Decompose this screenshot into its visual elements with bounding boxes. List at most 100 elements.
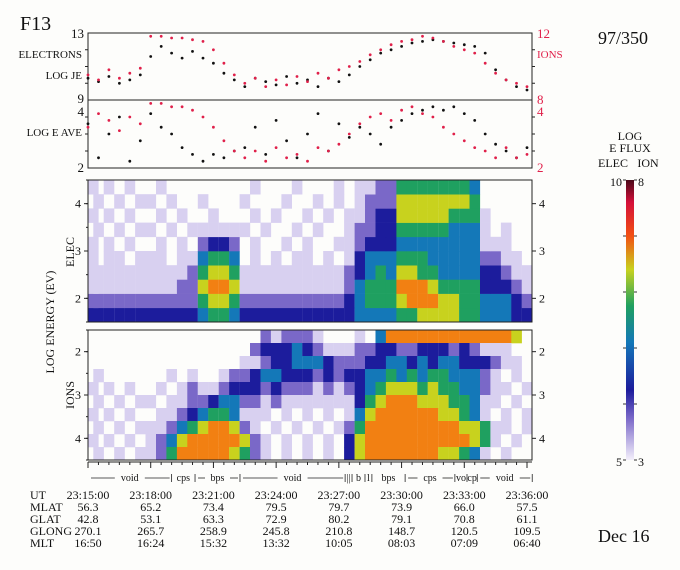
heatmap-cell <box>448 395 460 409</box>
heatmap-cell <box>375 293 387 309</box>
heatmap-cell <box>511 369 522 383</box>
eave-point-electrons <box>253 125 257 129</box>
heatmap-cell <box>281 369 292 383</box>
heatmap-cell <box>385 421 397 435</box>
eave-point-ions <box>379 112 383 115</box>
ephemeris-value: 23:18:00 <box>129 488 172 502</box>
heatmap-cell <box>156 293 167 309</box>
energy-axis-label: LOG ENERGY (EV) <box>43 271 57 374</box>
colorbar-ticks <box>623 179 637 461</box>
heatmap-cell <box>417 434 428 448</box>
heatmap-cell <box>406 293 418 309</box>
heatmap-cell <box>250 293 261 309</box>
heatmap-cell <box>396 307 407 323</box>
heatmap-cell <box>469 265 481 280</box>
je-point-electrons <box>107 75 111 78</box>
region-label: b <box>356 473 361 484</box>
heatmap-cell <box>448 208 460 223</box>
eave-point-electrons <box>159 125 163 129</box>
heatmap-cell <box>500 408 512 422</box>
heatmap-cell <box>197 307 209 323</box>
heatmap-cell <box>103 251 115 266</box>
heatmap-cell <box>333 382 345 396</box>
heatmap-cell <box>365 251 376 266</box>
heatmap-cell <box>500 356 512 370</box>
heatmap-cell <box>480 208 491 223</box>
heatmap-cell <box>176 408 188 422</box>
je-ytick-min: 9 <box>78 91 85 106</box>
heatmap-cell <box>406 236 418 252</box>
heatmap-cell <box>469 293 481 309</box>
heatmap-cell <box>344 369 355 383</box>
heatmap-cell <box>114 447 125 461</box>
ephemeris-value: 57.5 <box>517 500 538 514</box>
heatmap-cell <box>156 421 167 435</box>
je-point-electrons <box>212 61 215 65</box>
heatmap-cell <box>197 194 209 209</box>
heatmap-cell <box>521 293 533 309</box>
heatmap-cell <box>448 251 460 266</box>
heatmap-cell <box>239 447 251 461</box>
je-ion-ytick-min: 8 <box>537 92 544 107</box>
je-point-ions <box>86 73 90 77</box>
heatmap-cell <box>260 356 272 370</box>
je-point-electrons <box>118 81 121 85</box>
je-point-ions <box>473 51 477 55</box>
colorbar-elec-max: 10 <box>610 175 622 189</box>
heatmap-cell <box>281 307 292 323</box>
heatmap-cell <box>469 330 481 344</box>
je-point-ions <box>264 85 268 88</box>
heatmap-cell <box>459 251 470 266</box>
heatmap-cell <box>417 194 428 209</box>
heatmap-cell <box>365 194 376 209</box>
heatmap-cell <box>469 434 481 448</box>
heatmap-cell <box>312 343 324 357</box>
heatmap-cell <box>250 265 261 280</box>
heatmap-cell <box>270 382 282 396</box>
colorbar-title-eflux: E FLUX <box>609 141 651 155</box>
heatmap-cell <box>490 236 501 252</box>
heatmap-cell <box>312 421 324 435</box>
ephemeris-value: 23:15:00 <box>67 488 110 502</box>
ephemeris-row-label: UT <box>30 488 47 502</box>
ephemeris-value: 10:05 <box>325 536 352 550</box>
heatmap-cell <box>490 343 501 357</box>
heatmap-cell <box>500 447 512 461</box>
heatmap-cell <box>375 180 387 195</box>
heatmap-cell <box>270 330 282 344</box>
heatmap-cell <box>187 382 198 396</box>
heatmap-cell <box>187 265 198 280</box>
heatmap-cell <box>93 395 104 409</box>
heatmap-cell <box>250 369 261 383</box>
eave-ion-ytick-min: 2 <box>537 160 544 175</box>
eave-point-ions <box>274 146 278 150</box>
je-ion-ytick-max: 12 <box>537 26 550 41</box>
je-point-ions <box>525 85 529 88</box>
heatmap-cell <box>385 434 397 448</box>
heatmap-cell <box>323 307 334 323</box>
heatmap-cell <box>438 447 449 461</box>
heatmap-cell <box>260 330 272 344</box>
eave-point-electrons <box>180 146 184 150</box>
je-point-electrons <box>358 65 362 68</box>
heatmap-cell <box>250 180 261 195</box>
heatmap-cell <box>490 251 501 266</box>
heatmap-cell <box>448 265 460 280</box>
heatmap-cell <box>176 251 188 266</box>
satellite-id: F13 <box>20 13 51 35</box>
heatmap-cell <box>302 236 313 252</box>
electrons-label: ELECTRONS <box>18 49 82 61</box>
ephemeris-value: 42.8 <box>78 512 99 526</box>
eave-point-electrons <box>421 108 424 112</box>
eave-point-ions <box>483 149 487 153</box>
heatmap-cell <box>218 222 230 238</box>
heatmap-cell <box>197 236 209 252</box>
heatmap-cell <box>281 343 292 357</box>
heatmap-cell <box>500 307 512 323</box>
heatmap-cell <box>354 343 366 357</box>
eave-point-electrons <box>295 156 299 160</box>
time-axis <box>87 461 532 468</box>
heatmap-cell <box>438 395 449 409</box>
heatmap-cell <box>270 395 282 409</box>
heatmap-cell <box>500 251 512 266</box>
